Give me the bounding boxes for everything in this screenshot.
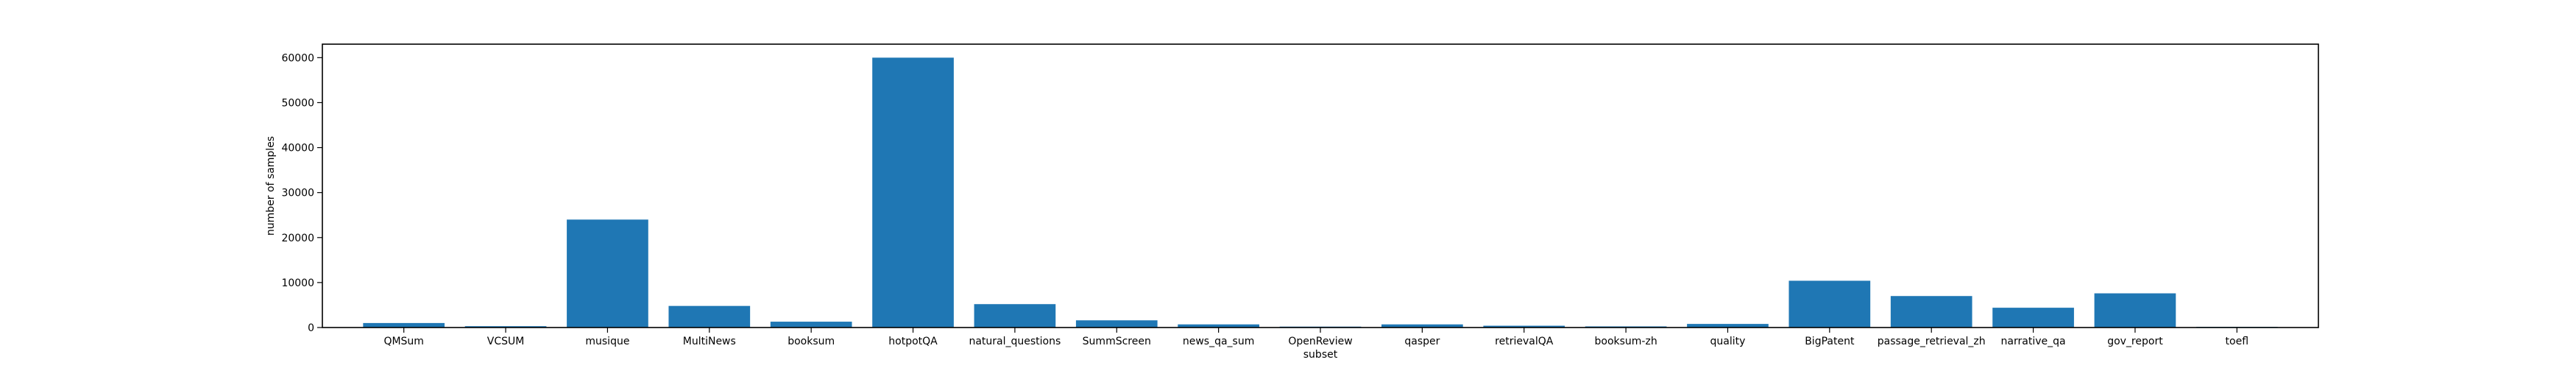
y-tick-label: 0 — [308, 322, 314, 334]
bar-SummScreen — [1075, 320, 1158, 328]
bar-qasper — [1381, 324, 1463, 328]
x-tick-label: hotpotQA — [888, 336, 938, 347]
bar-booksum — [770, 322, 852, 328]
plot-frame — [322, 43, 2319, 328]
x-tick-label: SummScreen — [1083, 336, 1151, 347]
y-tick-label: 40000 — [281, 143, 314, 155]
y-tick-label: 50000 — [281, 97, 314, 109]
x-tick-label: BigPatent — [1805, 336, 1855, 347]
y-axis: 0 10000 20000 30000 40000 50000 60000 — [281, 52, 322, 334]
x-tick-label: VCSUM — [487, 336, 525, 347]
x-tick-label: qasper — [1404, 336, 1440, 347]
bar-natural_questions — [974, 304, 1056, 328]
x-tick-label: retrievalQA — [1495, 336, 1554, 347]
bar-BigPatent — [1788, 280, 1871, 328]
bar-MultiNews — [668, 305, 751, 328]
bar-VCSUM — [464, 326, 547, 328]
x-tick-label: toefl — [2226, 336, 2249, 347]
bar-gov_report — [2094, 293, 2176, 328]
bar-hotpotQA — [872, 57, 954, 328]
x-tick-label: quality — [1710, 336, 1746, 347]
bar-passage_retrieval_zh — [1890, 296, 1972, 328]
x-tick-label: booksum — [788, 336, 835, 347]
bar-news_qa_sum — [1178, 324, 1259, 328]
bar-QMSum — [363, 322, 445, 328]
y-tick-label: 10000 — [281, 277, 314, 289]
x-axis: QMSum VCSUM musique MultiNews booksum hotpotQ… — [383, 328, 2248, 347]
x-tick-label: natural_questions — [969, 336, 1061, 347]
x-tick-label: OpenReview — [1288, 336, 1352, 347]
x-tick-label: news_qa_sum — [1183, 336, 1255, 347]
bars-group — [363, 57, 2278, 328]
bar-musique — [567, 219, 648, 328]
x-tick-label: passage_retrieval_zh — [1878, 336, 1986, 347]
x-tick-label: booksum-zh — [1595, 336, 1657, 347]
bar-quality — [1687, 324, 1769, 328]
x-tick-label: narrative_qa — [2001, 336, 2066, 347]
y-tick-label: 60000 — [281, 52, 314, 64]
x-tick-label: QMSum — [383, 336, 424, 347]
x-tick-label: musique — [585, 336, 629, 347]
x-tick-label: gov_report — [2107, 336, 2163, 347]
x-axis-label: subset — [1303, 349, 1338, 361]
y-tick-label: 20000 — [281, 233, 314, 244]
bar-retrievalQA — [1483, 325, 1565, 328]
x-tick-label: MultiNews — [683, 336, 736, 347]
y-axis-label: number of samples — [265, 136, 277, 236]
bar-narrative_qa — [1992, 308, 2074, 328]
y-tick-label: 30000 — [281, 188, 314, 199]
